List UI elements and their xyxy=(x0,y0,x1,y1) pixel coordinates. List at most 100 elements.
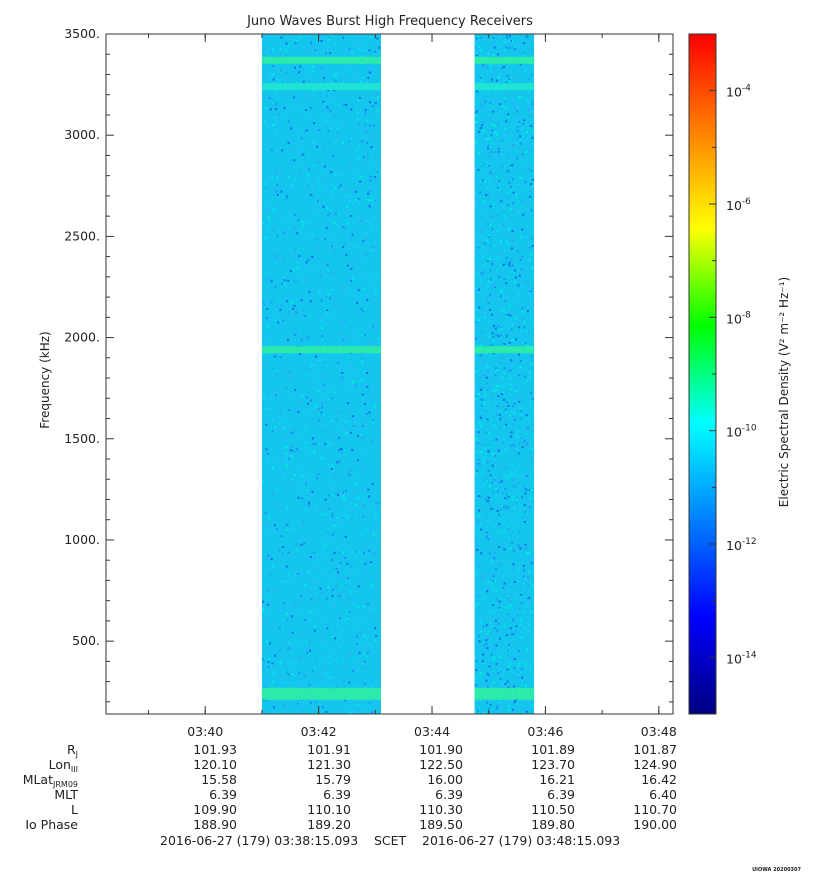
noise-pixel xyxy=(300,594,303,597)
noise-pixel xyxy=(361,137,364,140)
noise-pixel xyxy=(334,115,337,118)
noise-pixel xyxy=(476,520,479,523)
noise-pixel xyxy=(505,242,508,245)
noise-pixel xyxy=(500,454,503,457)
noise-pixel xyxy=(328,442,331,445)
noise-pixel xyxy=(498,600,501,603)
noise-pixel xyxy=(515,315,517,317)
noise-pixel xyxy=(515,135,518,138)
noise-pixel xyxy=(489,610,492,613)
noise-pixel xyxy=(530,209,533,212)
noise-pixel xyxy=(498,523,501,526)
noise-pixel xyxy=(352,220,355,223)
noise-pixel xyxy=(344,498,347,501)
noise-pixel xyxy=(531,678,534,681)
noise-pixel xyxy=(284,49,287,52)
noise-pixel xyxy=(495,269,498,272)
noise-pixel xyxy=(351,517,353,520)
noise-pixel xyxy=(263,679,266,682)
noise-pixel xyxy=(512,563,515,566)
noise-pixel xyxy=(375,293,377,296)
noise-pixel xyxy=(511,548,514,551)
noise-pixel xyxy=(514,389,517,392)
noise-pixel xyxy=(479,707,481,709)
noise-pixel xyxy=(267,658,270,661)
noise-pixel xyxy=(289,376,291,379)
noise-pixel xyxy=(283,282,286,285)
noise-pixel xyxy=(494,131,497,134)
noise-pixel xyxy=(486,366,489,369)
noise-pixel xyxy=(274,116,277,119)
noise-pixel xyxy=(370,500,372,503)
noise-pixel xyxy=(344,619,346,622)
noise-pixel xyxy=(526,706,528,709)
noise-pixel xyxy=(346,562,349,565)
noise-pixel xyxy=(322,146,325,149)
noise-pixel xyxy=(313,451,316,454)
noise-pixel xyxy=(508,98,511,101)
noise-pixel xyxy=(266,340,268,343)
noise-pixel xyxy=(495,488,498,491)
noise-pixel xyxy=(363,402,366,405)
noise-pixel xyxy=(352,77,355,80)
noise-pixel xyxy=(498,506,501,509)
noise-pixel xyxy=(505,493,508,496)
noise-pixel xyxy=(369,370,372,373)
noise-pixel xyxy=(370,644,373,647)
noise-pixel xyxy=(306,651,309,654)
noise-pixel xyxy=(532,342,534,345)
noise-pixel xyxy=(529,290,532,293)
noise-pixel xyxy=(324,401,327,403)
noise-pixel xyxy=(499,264,502,267)
noise-pixel xyxy=(487,612,490,615)
noise-pixel xyxy=(526,108,529,111)
ephemeris-row-label: MLT xyxy=(54,787,78,802)
noise-pixel xyxy=(319,320,322,323)
noise-pixel xyxy=(361,640,363,643)
noise-pixel xyxy=(498,180,500,183)
noise-pixel xyxy=(371,325,374,328)
ephemeris-cell: 188.90 xyxy=(193,817,237,832)
noise-pixel xyxy=(496,408,499,411)
noise-pixel xyxy=(508,228,511,231)
noise-pixel xyxy=(341,492,344,495)
noise-pixel xyxy=(341,379,344,382)
noise-pixel xyxy=(517,544,520,547)
noise-pixel xyxy=(291,370,294,373)
noise-pixel xyxy=(363,394,366,396)
noise-pixel xyxy=(516,122,519,125)
noise-pixel xyxy=(332,469,335,472)
noise-pixel xyxy=(490,134,493,137)
noise-pixel xyxy=(335,568,338,570)
noise-pixel xyxy=(327,38,330,41)
noise-pixel xyxy=(523,126,526,129)
noise-pixel xyxy=(308,48,311,51)
noise-pixel xyxy=(313,613,316,616)
noise-pixel xyxy=(501,384,504,387)
noise-pixel xyxy=(278,422,281,424)
noise-pixel xyxy=(290,446,293,449)
noise-pixel xyxy=(502,313,505,316)
noise-pixel xyxy=(296,709,299,712)
noise-pixel xyxy=(510,670,513,673)
noise-pixel xyxy=(294,450,297,453)
noise-pixel xyxy=(298,656,300,658)
noise-pixel xyxy=(326,263,329,266)
noise-pixel xyxy=(504,682,507,685)
noise-pixel xyxy=(483,242,486,245)
noise-pixel xyxy=(477,168,480,171)
noise-pixel xyxy=(264,512,267,515)
noise-pixel xyxy=(486,418,489,421)
noise-pixel xyxy=(495,367,498,370)
noise-pixel xyxy=(271,329,274,332)
noise-pixel xyxy=(378,401,381,403)
noise-pixel xyxy=(526,475,529,477)
noise-pixel xyxy=(510,328,513,331)
noise-pixel xyxy=(479,354,482,357)
spectrogram-svg: Juno Waves Burst High Frequency Receiver… xyxy=(38,14,791,739)
noise-pixel xyxy=(353,603,356,606)
noise-pixel xyxy=(475,450,478,453)
noise-pixel xyxy=(509,604,512,607)
noise-pixel xyxy=(316,34,319,37)
noise-pixel xyxy=(505,423,508,426)
